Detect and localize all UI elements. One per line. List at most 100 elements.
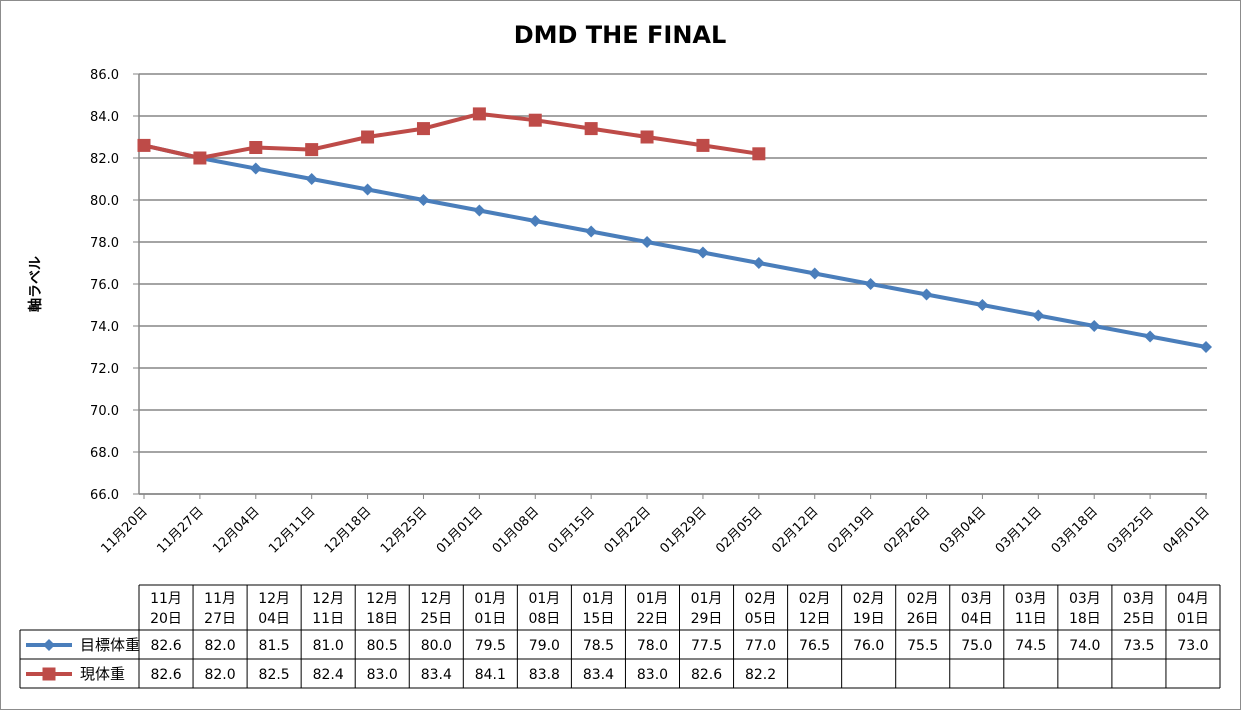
y-tick-label: 84.0 xyxy=(90,110,119,125)
data-table: 11月 20日 11月 27日 12月 04日 12月 11日 12月 18日 12月 25日 01月 0… xyxy=(19,584,1221,689)
table-header-cell: 15日 xyxy=(583,611,615,627)
data-point xyxy=(584,122,598,136)
data-point xyxy=(529,215,542,227)
table-header-cell: 01日 xyxy=(1177,611,1209,627)
x-tick-label: 02月19日 xyxy=(825,504,877,556)
table-value-cell: 79.5 xyxy=(475,638,506,654)
table-value-cell: 79.0 xyxy=(529,638,560,654)
data-point xyxy=(1144,330,1157,343)
table-value-cell: 80.0 xyxy=(421,638,452,654)
table-header-cell: 19日 xyxy=(853,611,885,627)
table-header-cell: 01月 xyxy=(583,591,615,607)
legend-label: 現体重 xyxy=(80,665,125,683)
table-value-cell: 74.5 xyxy=(1015,638,1046,654)
table-value-cell: 77.0 xyxy=(745,638,776,654)
table-header-cell: 03月 xyxy=(1069,591,1101,607)
data-point xyxy=(1088,320,1101,332)
data-point xyxy=(696,246,709,259)
legend-label: 目標体重 xyxy=(80,636,140,654)
table-value-cell: 82.6 xyxy=(691,667,722,683)
table-value-cell: 83.4 xyxy=(583,667,614,683)
table-header-cell: 26日 xyxy=(907,611,939,627)
table-value-cell: 76.0 xyxy=(853,638,884,654)
y-tick-label: 78.0 xyxy=(90,236,119,251)
x-tick-label: 12月04日 xyxy=(210,504,262,556)
table-header-cell: 12月 xyxy=(366,591,398,607)
table-header-cell: 18日 xyxy=(366,611,398,627)
data-point xyxy=(472,107,486,121)
y-tick-label: 70.0 xyxy=(90,404,119,419)
data-point xyxy=(1032,309,1045,322)
table-header-cell: 04日 xyxy=(961,611,993,627)
table-header-cell: 27日 xyxy=(204,611,236,627)
x-tick-label: 12月18日 xyxy=(322,504,374,556)
table-value-cell: 78.0 xyxy=(637,638,668,654)
x-tick-label: 03月11日 xyxy=(993,504,1045,556)
x-tick-label: 11月27日 xyxy=(154,504,206,556)
gridlines xyxy=(133,73,1207,495)
table-header-cell: 01月 xyxy=(691,591,723,607)
table-value-cell: 82.0 xyxy=(204,638,235,654)
table-header-cell: 12月 xyxy=(258,591,290,607)
table-header-cell: 11日 xyxy=(1015,611,1047,627)
y-tick-labels: 66.0 68.0 70.0 72.0 74.0 76.0 78.0 80.0 82.0 84.0… xyxy=(90,68,119,503)
data-point xyxy=(416,122,430,136)
data-point xyxy=(305,173,318,185)
table-value-cell: 76.5 xyxy=(799,638,830,654)
table-value-cell: 82.6 xyxy=(150,638,181,654)
table-header-cell: 11月 xyxy=(150,591,182,607)
legend-marker xyxy=(43,639,55,651)
data-point xyxy=(808,267,821,280)
x-tick-label: 01月01日 xyxy=(434,504,486,556)
table-value-cell: 82.4 xyxy=(313,667,344,683)
table-header-cell: 02月 xyxy=(799,591,831,607)
table-value-cell: 80.5 xyxy=(367,638,398,654)
table-header-cell: 03月 xyxy=(961,591,993,607)
data-point xyxy=(528,113,542,127)
data-point xyxy=(976,299,989,311)
y-tick-label: 74.0 xyxy=(90,320,119,335)
data-point xyxy=(1200,341,1212,353)
data-point xyxy=(361,183,374,196)
table-value-cell: 83.0 xyxy=(367,667,398,683)
table-header-cell: 01日 xyxy=(474,611,506,627)
x-tick-labels: 11月20日 11月27日 12月04日 12月11日 12月18日 12月25日 01月0… xyxy=(98,504,1212,556)
table-header-cell: 12日 xyxy=(799,611,831,627)
y-tick-label: 76.0 xyxy=(90,278,119,293)
data-point xyxy=(137,138,151,152)
data-point xyxy=(417,194,430,206)
table-header-cell: 18日 xyxy=(1069,611,1101,627)
series-line xyxy=(143,143,1207,349)
table-header-cell: 02月 xyxy=(745,591,777,607)
table-value-cell: 82.2 xyxy=(745,667,776,683)
table-value-cell: 75.0 xyxy=(961,638,992,654)
table-value-cell: 83.0 xyxy=(637,667,668,683)
table-header-cell: 02月 xyxy=(853,591,885,607)
table-header-cell: 29日 xyxy=(691,611,723,627)
x-tick-label: 02月05日 xyxy=(713,504,765,556)
y-tick-label: 72.0 xyxy=(90,362,119,377)
table-value-cell: 78.5 xyxy=(583,638,614,654)
table-header-cell: 12月 xyxy=(312,591,344,607)
table-header-cell: 05日 xyxy=(745,611,777,627)
y-axis-label: 軸ラベル xyxy=(27,256,44,312)
x-tick-label: 12月25日 xyxy=(378,504,430,556)
data-point xyxy=(752,147,766,161)
x-tick-label: 12月11日 xyxy=(266,504,318,556)
table-header-cell: 11日 xyxy=(312,611,344,627)
axes xyxy=(138,74,1207,499)
x-tick-label: 01月08日 xyxy=(490,504,542,556)
table-value-cell: 75.5 xyxy=(907,638,938,654)
table-header-cell: 03月 xyxy=(1015,591,1047,607)
series-line xyxy=(143,111,760,160)
table-header-cell: 01月 xyxy=(637,591,669,607)
y-tick-label: 68.0 xyxy=(90,446,119,461)
y-tick-label: 82.0 xyxy=(90,152,119,167)
table-header-cell: 01月 xyxy=(528,591,560,607)
chart-title: DMD THE FINAL xyxy=(514,21,727,49)
table-header-cell: 08日 xyxy=(528,611,560,627)
data-point xyxy=(696,138,710,152)
x-tick-label: 11月20日 xyxy=(98,504,150,556)
y-tick-label: 86.0 xyxy=(90,68,119,83)
